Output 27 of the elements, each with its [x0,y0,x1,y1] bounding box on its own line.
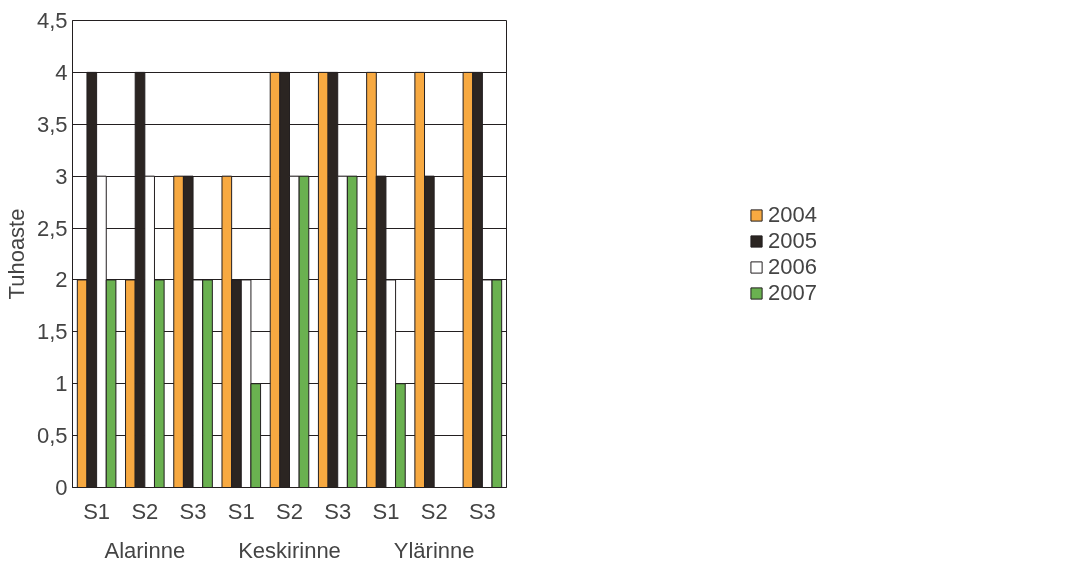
y-tick-label: 1,5 [36,319,68,345]
legend-label: 2006 [768,253,817,280]
y-tick-label: 4 [55,59,68,85]
text: Keskirinne [238,537,341,563]
y-tick-label: 3,5 [36,111,68,137]
y-axis-title: Tuhoaste [3,208,29,300]
x-tick-label: S3 [324,498,352,524]
text: Ylärinne [393,537,475,563]
x-tick-label: S1 [227,498,255,524]
legend-label: 2005 [768,227,817,254]
y-tick-label: 0 [55,475,68,500]
legend-label: 2007 [768,279,817,306]
y-tick-label: 4,5 [36,8,68,33]
x-tick-label: S1 [372,498,400,524]
x-tick-label: S2 [131,498,159,524]
y-tick-label: 2 [55,267,68,293]
x-tick-label: S2 [276,498,303,524]
y-tick-label: 1 [55,371,68,397]
x-tick-label: S3 [179,498,207,524]
x-tick-label: S1 [83,498,111,524]
text: Alarinne [104,537,186,563]
x-tick-label: S3 [468,498,496,524]
y-tick-label: 2,5 [36,215,68,241]
y-tick-label: 0,5 [36,423,68,449]
legend-label: 2004 [768,201,817,228]
y-tick-label: 3 [55,163,68,189]
x-tick-label: S2 [420,498,448,524]
